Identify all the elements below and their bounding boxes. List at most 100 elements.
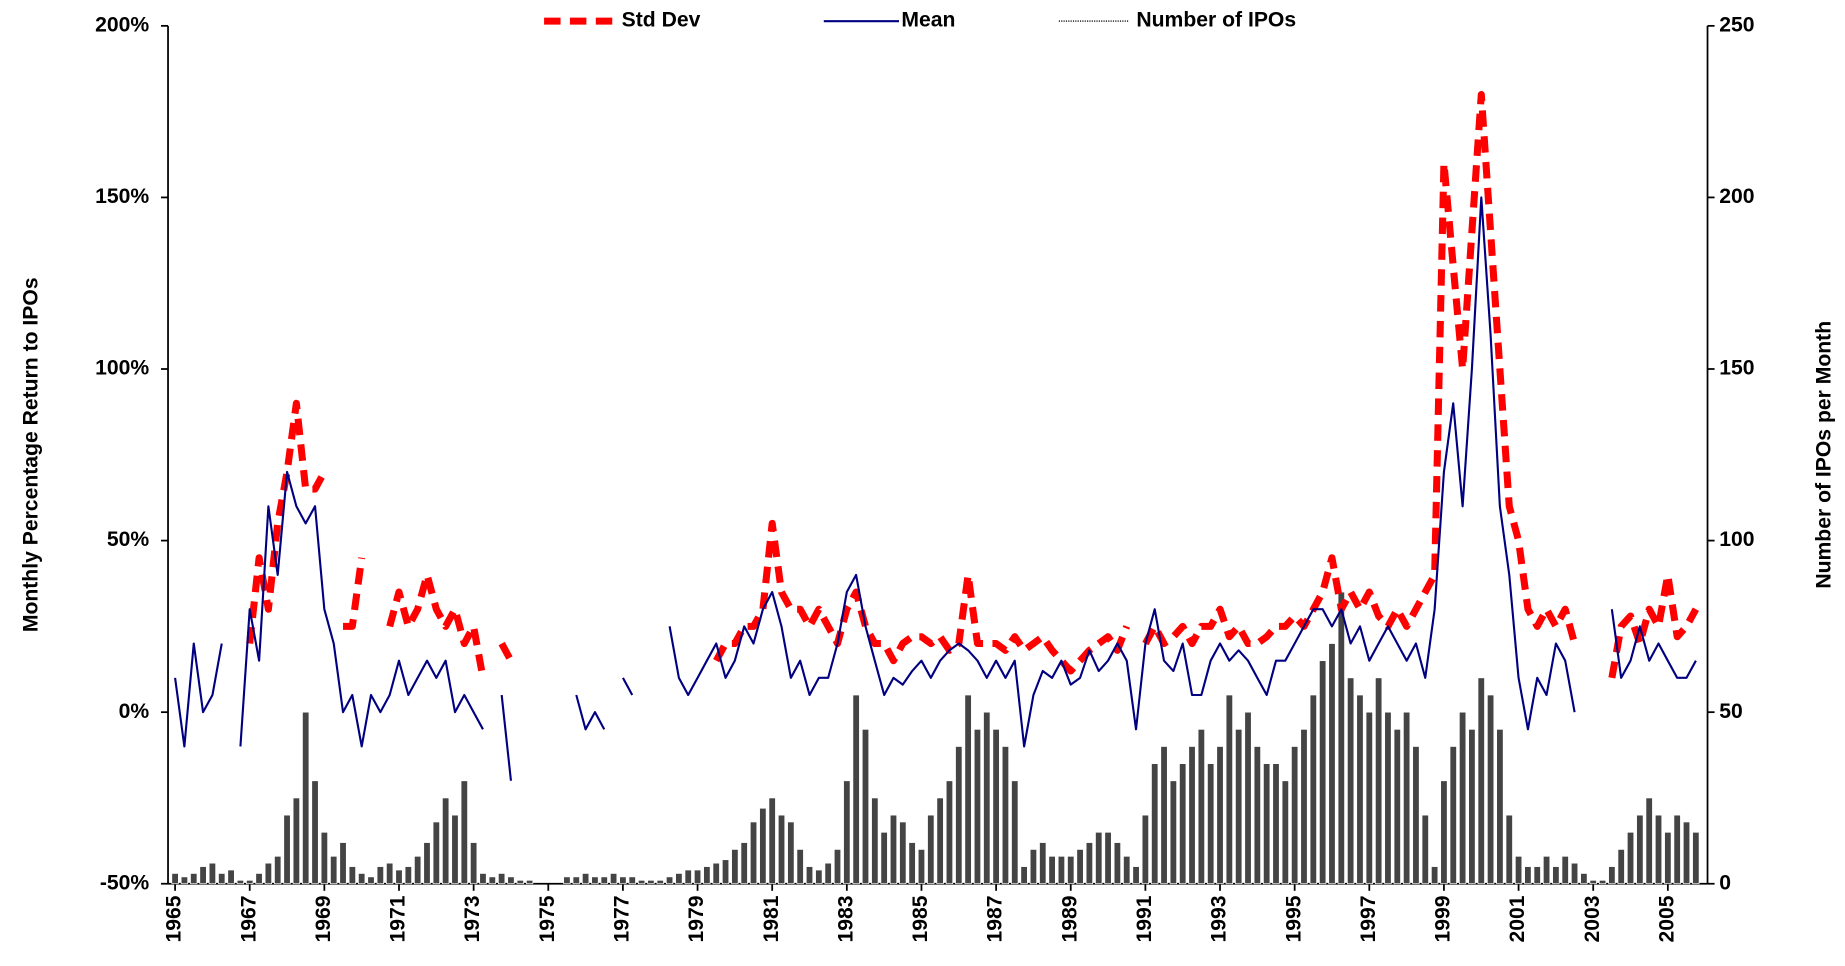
- ipo-bar: [656, 879, 664, 885]
- ipo-bar: [488, 876, 496, 885]
- ipo-bar: [1197, 728, 1205, 885]
- y-tick-label: -50%: [100, 871, 150, 894]
- x-tick-label: 2001: [1506, 895, 1529, 942]
- y2-tick-label: 50: [1719, 700, 1743, 723]
- y2-tick-label: 250: [1719, 13, 1754, 36]
- y2-tick-label: 0: [1719, 871, 1731, 894]
- ipo-bar: [442, 797, 450, 885]
- x-tick-label: 2003: [1581, 895, 1604, 942]
- ipo-bar: [1020, 866, 1028, 885]
- ipo-bar: [1207, 763, 1215, 885]
- x-tick-label: 1967: [237, 895, 260, 942]
- ipo-bar: [983, 711, 991, 885]
- ipo-bar: [880, 831, 888, 885]
- ipo-bar: [815, 869, 823, 885]
- ipo-bar: [1654, 814, 1663, 885]
- ipo-bar: [1151, 763, 1159, 885]
- ipo-bar: [889, 814, 898, 885]
- ipo-bar: [1402, 711, 1411, 885]
- x-tick-label: 1973: [461, 895, 484, 942]
- ipo-bar: [852, 694, 860, 885]
- ipo-bar: [1039, 842, 1047, 885]
- ipo-bar: [1309, 694, 1317, 885]
- legend-label: Std Dev: [622, 9, 701, 32]
- ipo-bar: [320, 831, 328, 885]
- x-tick-label: 1979: [685, 895, 708, 942]
- ipo-bar: [1552, 866, 1560, 885]
- x-tick-label: 1965: [163, 895, 186, 942]
- y2-tick-label: 150: [1719, 357, 1754, 380]
- ipo-bar: [908, 842, 916, 885]
- ipo-bar: [1253, 746, 1261, 885]
- x-tick-label: 1987: [984, 895, 1007, 942]
- x-tick-label: 1997: [1357, 895, 1380, 942]
- ipo-bar: [936, 797, 944, 885]
- ipo-bar: [1673, 814, 1681, 885]
- ipo-bar: [199, 866, 207, 885]
- ipo-bar: [1589, 879, 1597, 885]
- ipo-bar: [498, 873, 506, 885]
- ipo-bar: [414, 855, 422, 885]
- ipo-bar: [1505, 814, 1513, 885]
- ipo-bar: [367, 876, 375, 885]
- ipo-bar: [348, 866, 356, 885]
- ipo-bar: [796, 849, 804, 885]
- ipo-bar: [1076, 849, 1084, 885]
- x-tick-label: 1985: [909, 895, 932, 942]
- ipo-bar: [749, 821, 758, 885]
- ipo-bar: [703, 866, 711, 885]
- ipo-bar: [1095, 831, 1103, 885]
- ipo-bar: [647, 879, 655, 885]
- y2-tick-label: 200: [1719, 185, 1754, 208]
- ipo-bar: [1449, 746, 1457, 885]
- x-tick-label: 1983: [834, 895, 857, 942]
- ipo-bar: [1011, 780, 1019, 885]
- ipo-bar: [339, 842, 347, 885]
- ipo-bar: [470, 842, 478, 885]
- ipo-bar: [274, 855, 282, 885]
- ipo-bar: [628, 876, 636, 885]
- ipo-bar: [675, 873, 683, 885]
- ipo-bar: [507, 876, 515, 885]
- ipo-bar: [1486, 694, 1495, 885]
- ipo-bar: [358, 873, 366, 885]
- ipo-bar: [1029, 849, 1038, 885]
- ipo-bar: [1375, 677, 1383, 885]
- ipo-bar: [180, 876, 189, 885]
- y-tick-label: 100%: [95, 357, 149, 380]
- ipo-bar: [740, 842, 748, 885]
- ipo-bar: [1179, 763, 1187, 885]
- x-tick-label: 1995: [1282, 895, 1305, 942]
- ipo-bar: [1524, 866, 1532, 885]
- ipo-bar: [1458, 711, 1467, 885]
- ipo-bar: [843, 780, 851, 885]
- legend-label: Mean: [901, 9, 955, 32]
- ipo-bar: [292, 797, 300, 885]
- ipo-bar: [1421, 814, 1429, 885]
- ipo-bar: [693, 869, 702, 885]
- ipo-bar: [1626, 831, 1635, 885]
- ipo-bar: [1085, 842, 1094, 885]
- ipo-bar: [423, 842, 431, 885]
- x-tick-label: 2005: [1655, 895, 1678, 942]
- ipo-bar: [1141, 814, 1150, 885]
- ipo-bar: [264, 862, 272, 885]
- ipo-bar: [637, 879, 646, 885]
- ipo-bar: [255, 873, 263, 885]
- ipo-bar: [917, 849, 926, 885]
- ipo-bar: [1300, 728, 1308, 885]
- x-tick-label: 1969: [312, 895, 335, 942]
- x-tick-label: 1975: [536, 895, 559, 942]
- ipo-bar: [1216, 746, 1224, 885]
- ipo-bar: [1682, 821, 1691, 885]
- ipo-bar: [330, 855, 338, 885]
- ipo-bar: [1412, 746, 1420, 885]
- ipo-bar: [955, 746, 963, 885]
- ipo-bar: [1291, 746, 1299, 885]
- ipo-bar: [1048, 855, 1056, 885]
- ipo-bar: [572, 876, 580, 885]
- ipo-bar: [1561, 855, 1569, 885]
- ipo-bar: [992, 728, 1000, 885]
- x-tick-label: 1989: [1058, 895, 1081, 942]
